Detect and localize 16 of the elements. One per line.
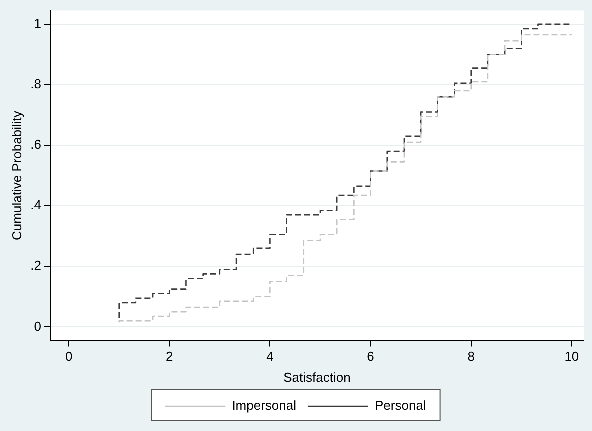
legend-label: Personal (375, 398, 426, 414)
x-tick-label: 10 (564, 349, 580, 364)
x-tick-label: 0 (65, 349, 73, 364)
y-tick-label: 0 (34, 318, 42, 334)
y-tick-label: 1 (34, 16, 42, 31)
x-tick-label: 8 (468, 349, 475, 364)
x-axis-title: Satisfaction (284, 370, 351, 385)
x-tick-label: 4 (266, 349, 274, 364)
x-tick-label: 6 (367, 349, 374, 364)
y-tick-label: .6 (30, 137, 42, 152)
x-tick-label: 2 (166, 349, 174, 364)
y-tick-label: .4 (30, 198, 42, 213)
y-tick-label: .8 (30, 76, 42, 92)
legend-label: Impersonal (232, 398, 297, 414)
y-tick-label: .2 (30, 258, 42, 274)
y-axis-title: Cumulative Probability (9, 110, 24, 240)
